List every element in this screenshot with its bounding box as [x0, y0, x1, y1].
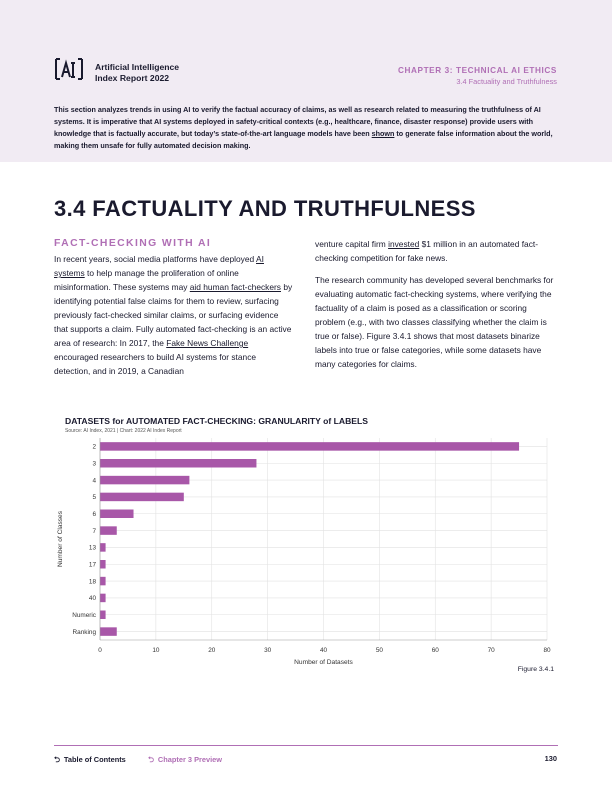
bar: [100, 492, 184, 502]
chart-title: DATASETS for AUTOMATED FACT-CHECKING: GR…: [65, 416, 368, 426]
x-tick-label: 80: [543, 647, 551, 654]
footer-divider: [54, 745, 558, 746]
y-tick-label: 4: [92, 477, 96, 484]
bar: [100, 576, 106, 586]
y-tick-label: 40: [89, 595, 97, 602]
bar: [100, 560, 106, 569]
y-tick-label: 7: [92, 528, 96, 535]
bar: [100, 526, 117, 535]
y-tick-label: 17: [89, 562, 97, 569]
bar: [100, 475, 190, 485]
x-tick-label: 50: [376, 647, 384, 654]
right-paragraph-1: venture capital firm invested $1 million…: [315, 239, 538, 263]
y-tick-label: 13: [89, 545, 97, 552]
bar: [100, 459, 257, 468]
return-arrow-icon: ⮌: [148, 755, 154, 764]
y-tick-label: 18: [89, 578, 97, 585]
right-column: venture capital firm invested $1 million…: [315, 237, 558, 379]
intro-paragraph: This section analyzes trends in using AI…: [54, 105, 553, 150]
bar: [100, 442, 520, 451]
y-tick-label: Ranking: [73, 629, 97, 636]
x-tick-label: 0: [98, 647, 102, 654]
y-tick-label: 3: [92, 461, 96, 468]
ai-index-logo-icon: [55, 58, 83, 80]
shown-link[interactable]: shown: [371, 129, 395, 138]
chapter-heading: CHAPTER 3: TECHNICAL AI ETHICS 3.4 Factu…: [398, 66, 557, 86]
fake-news-challenge-link[interactable]: Fake News Challenge: [166, 338, 249, 348]
left-column: FACT-CHECKING WITH AI In recent years, s…: [54, 237, 294, 386]
y-tick-label: 5: [92, 494, 96, 501]
chapter-preview-link[interactable]: ⮌ Chapter 3 Preview: [148, 754, 222, 767]
chart-source: Source: AI Index, 2021 | Chart: 2022 AI …: [65, 428, 182, 434]
bar: [100, 610, 106, 619]
report-name: Artificial Intelligence Index Report 202…: [95, 62, 180, 83]
y-tick-label: 6: [92, 511, 96, 518]
bar: [100, 509, 134, 518]
ai-systems-link[interactable]: AI systems: [54, 254, 264, 278]
bar: [100, 593, 106, 603]
bar-chart: 0 10 20 30 40 50 60 70 80 2 3 4 5 6 7 13 17 18 40 Numeric Ra…: [57, 438, 551, 666]
x-tick-label: 30: [264, 647, 272, 654]
section-subtitle: 3.4 Factuality and Truthfulness: [456, 77, 557, 86]
chapter-title: CHAPTER 3: TECHNICAL AI ETHICS: [397, 66, 557, 75]
bar: [100, 543, 106, 552]
table-of-contents-link[interactable]: ⮌ Table of Contents: [54, 754, 126, 767]
header-band: [0, 0, 612, 162]
left-paragraph: In recent years, social media platforms …: [54, 254, 293, 376]
x-tick-label: 60: [432, 647, 440, 654]
x-tick-label: 70: [488, 647, 496, 654]
aid-fact-checkers-link[interactable]: aid human fact-checkers: [189, 282, 281, 292]
return-arrow-icon: ⮌: [54, 755, 60, 764]
x-tick-label: 20: [208, 647, 216, 654]
section-title: 3.4 FACTUALITY AND TRUTHFULNESS: [54, 196, 476, 221]
page-number: 130: [544, 754, 557, 763]
x-axis-label: Number of Datasets: [294, 659, 353, 666]
x-tick-label: 10: [152, 647, 160, 654]
bar: [100, 627, 117, 636]
y-tick-label: 2: [92, 444, 96, 451]
invested-link[interactable]: invested: [388, 239, 420, 249]
figure-label: Figure 3.4.1: [517, 666, 554, 673]
right-paragraph-2: The research community has developed sev…: [315, 275, 554, 369]
subhead: FACT-CHECKING WITH AI: [54, 238, 212, 249]
y-axis-label: Number of Classes: [57, 510, 64, 567]
x-tick-label: 40: [320, 647, 328, 654]
y-tick-label: Numeric: [72, 612, 97, 619]
